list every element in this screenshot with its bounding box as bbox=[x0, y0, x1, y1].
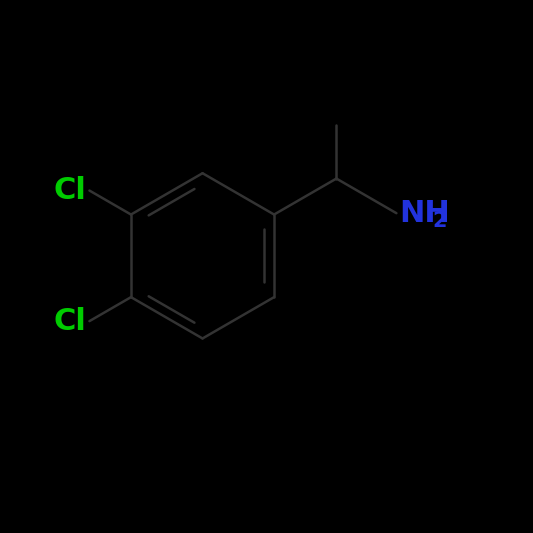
Text: Cl: Cl bbox=[54, 306, 87, 336]
Text: 2: 2 bbox=[432, 211, 447, 231]
Text: NH: NH bbox=[399, 199, 450, 228]
Text: Cl: Cl bbox=[54, 176, 87, 205]
